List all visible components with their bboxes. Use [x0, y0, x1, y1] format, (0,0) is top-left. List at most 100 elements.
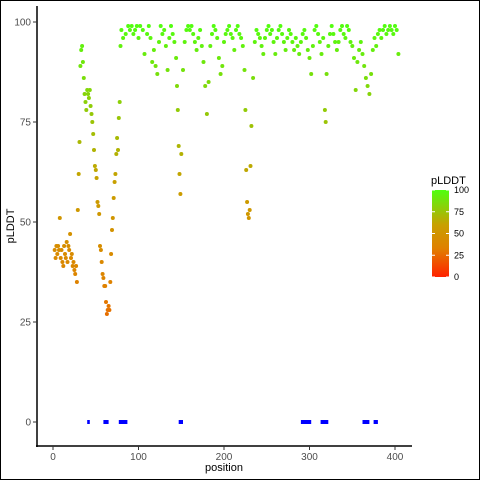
- data-point: [389, 28, 394, 32]
- data-point: [230, 36, 235, 40]
- data-point: [110, 216, 115, 220]
- data-point: [73, 272, 78, 276]
- data-point: [116, 116, 121, 120]
- data-point: [115, 136, 120, 140]
- data-point: [93, 168, 98, 172]
- data-point: [196, 36, 201, 40]
- data-point: [59, 248, 64, 252]
- data-point: [288, 32, 293, 36]
- data-point: [240, 44, 245, 48]
- data-point: [136, 36, 141, 40]
- data-point: [216, 56, 221, 60]
- data-point: [245, 200, 250, 204]
- data-point: [375, 32, 380, 36]
- data-point: [99, 260, 104, 264]
- data-point: [74, 280, 79, 284]
- data-point: [92, 148, 96, 152]
- data-point: [317, 40, 322, 44]
- data-point: [204, 112, 209, 116]
- data-point: [167, 36, 172, 40]
- data-point: [66, 244, 71, 248]
- y-tick-label: 75: [20, 118, 32, 129]
- data-point: [86, 96, 91, 100]
- data-point: [194, 48, 199, 52]
- data-point: [283, 48, 288, 52]
- data-point: [210, 32, 214, 36]
- data-point: [322, 108, 327, 112]
- data-point: [82, 92, 87, 96]
- data-point: [98, 248, 103, 252]
- data-point: [153, 64, 158, 68]
- y-tick-label: 25: [20, 318, 32, 329]
- data-point: [142, 52, 147, 56]
- data-point: [186, 24, 191, 28]
- x-tick-label: 400: [387, 452, 404, 463]
- data-point: [393, 24, 397, 28]
- data-point: [162, 28, 167, 32]
- data-point: [285, 36, 290, 40]
- legend-colorbar: [432, 190, 449, 277]
- data-point: [56, 244, 61, 248]
- data-point: [55, 252, 60, 256]
- data-point: [251, 76, 256, 80]
- data-point: [257, 36, 262, 40]
- data-point: [227, 24, 232, 28]
- data-point: [131, 32, 136, 36]
- x-tick-label: 100: [130, 452, 147, 463]
- data-point: [367, 92, 372, 96]
- data-point: [60, 260, 65, 264]
- data-point: [256, 32, 261, 36]
- data-point: [324, 72, 329, 76]
- data-point: [201, 60, 206, 64]
- data-point: [235, 24, 240, 28]
- data-point: [336, 40, 341, 44]
- data-point: [109, 252, 114, 256]
- data-point: [75, 208, 80, 212]
- data-point: [178, 192, 183, 196]
- legend-tick-label: 50: [454, 229, 464, 239]
- data-point: [309, 72, 314, 76]
- data-point: [245, 212, 250, 216]
- data-point: [222, 40, 226, 44]
- legend-ticks: 0 25 50 75 100: [432, 185, 469, 282]
- data-point: [78, 64, 83, 68]
- data-point: [264, 28, 269, 32]
- data-point: [280, 32, 285, 36]
- data-point: [92, 164, 97, 168]
- x-tick-label: 300: [301, 452, 318, 463]
- legend-tick-label: 25: [454, 250, 464, 260]
- data-point: [101, 276, 106, 280]
- data-point: [363, 76, 368, 80]
- data-point: [157, 40, 161, 44]
- data-point: [184, 28, 189, 32]
- data-point: [353, 88, 358, 92]
- data-point: [345, 24, 350, 28]
- data-point: [273, 52, 278, 56]
- data-point: [248, 164, 253, 168]
- data-point: [163, 44, 168, 48]
- data-point: [127, 28, 132, 32]
- data-point: [179, 152, 184, 156]
- data-point: [113, 172, 118, 176]
- data-point: [172, 40, 177, 44]
- data-point: [346, 28, 351, 32]
- data-point: [316, 32, 321, 36]
- data-point: [67, 248, 72, 252]
- data-point: [181, 68, 185, 72]
- data-point: [61, 264, 66, 268]
- legend-tick-label: 75: [454, 207, 464, 217]
- data-point: [80, 44, 85, 48]
- data-point: [150, 60, 155, 64]
- data-point: [175, 84, 179, 88]
- data-point: [118, 44, 123, 48]
- data-point: [104, 300, 108, 304]
- data-point: [369, 72, 374, 76]
- data-point: [174, 56, 179, 60]
- data-point: [146, 24, 151, 28]
- data-point: [300, 32, 305, 36]
- data-point: [64, 240, 69, 244]
- data-point: [331, 32, 336, 36]
- data-point: [148, 36, 153, 40]
- data-point: [310, 44, 315, 48]
